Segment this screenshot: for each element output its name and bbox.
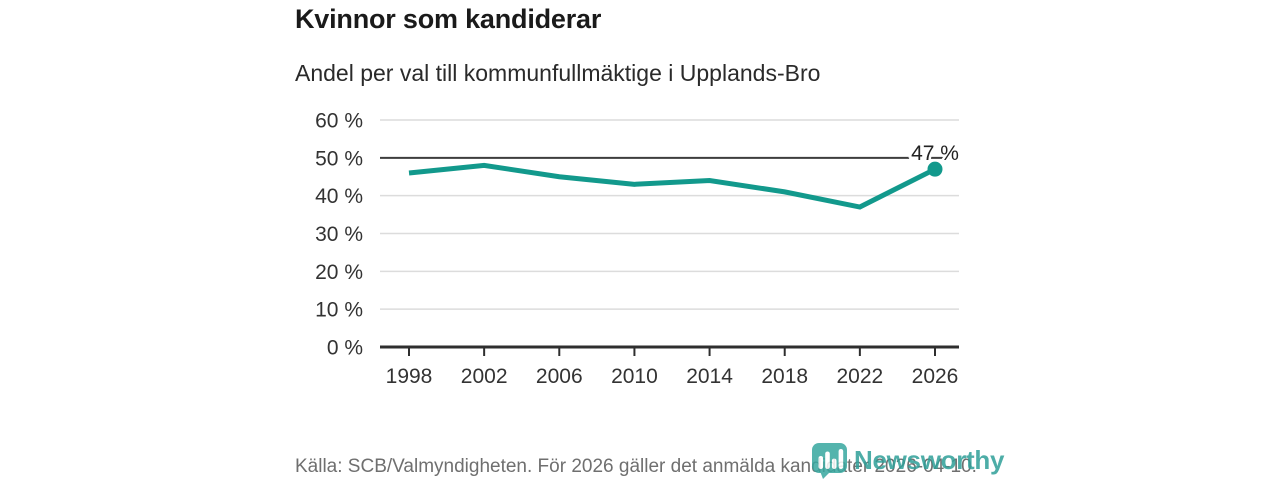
chart-subtitle: Andel per val till kommunfullmäktige i U… bbox=[295, 60, 821, 86]
y-axis-label: 60 % bbox=[315, 110, 363, 133]
x-axis-label: 2006 bbox=[536, 365, 583, 388]
x-axis-label: 1998 bbox=[386, 365, 433, 388]
y-axis-label: 30 % bbox=[315, 223, 363, 246]
x-axis-label: 2018 bbox=[761, 365, 808, 388]
y-axis-label: 50 % bbox=[315, 147, 363, 170]
x-axis-label: 2022 bbox=[836, 365, 883, 388]
newsworthy-logo-icon bbox=[812, 443, 847, 479]
x-axis-label: 2010 bbox=[611, 365, 658, 388]
end-value-label: 47 % bbox=[911, 142, 959, 165]
end-point-dot bbox=[927, 161, 943, 177]
y-axis-label: 10 % bbox=[315, 299, 363, 322]
x-axis-label: 2002 bbox=[461, 365, 508, 388]
y-axis-label: 0 % bbox=[327, 337, 363, 360]
x-axis-label: 2026 bbox=[912, 365, 959, 388]
y-axis-label: 20 % bbox=[315, 261, 363, 284]
source-text: Källa: SCB/Valmyndigheten. För 2026 gäll… bbox=[295, 456, 977, 477]
data-line bbox=[408, 162, 937, 210]
chart-title: Kvinnor som kandiderar bbox=[295, 4, 602, 34]
newsworthy-logo-text: Newsworthy bbox=[854, 444, 1005, 475]
newsworthy-logo: Newsworthy bbox=[811, 441, 1004, 479]
y-axis-label: 40 % bbox=[315, 185, 363, 208]
x-axis-label: 2014 bbox=[686, 365, 733, 388]
